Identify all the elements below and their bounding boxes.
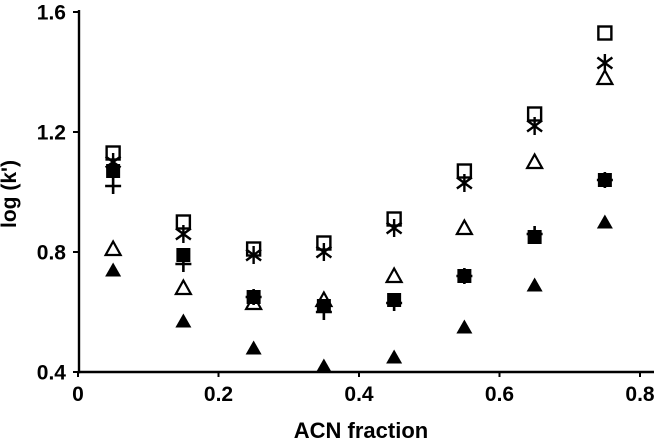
tick-labels: 0.4 0.8 1.2 1.6 0 0.2 0.4 0.6 0.8 bbox=[37, 2, 655, 407]
data-point-open-triangle bbox=[455, 218, 474, 236]
data-point-filled-triangle bbox=[526, 277, 543, 292]
data-point-open-triangle bbox=[384, 266, 404, 284]
y-tick-label: 1.2 bbox=[37, 122, 66, 145]
x-tick-label: 0.8 bbox=[625, 383, 655, 406]
data-point-filled-square bbox=[176, 248, 191, 262]
data-point-filled-triangle bbox=[175, 313, 192, 328]
data-points bbox=[103, 25, 615, 373]
x-tick-label: 0 bbox=[72, 383, 84, 406]
y-tick-label: 1.6 bbox=[37, 2, 66, 25]
data-point-asterisk bbox=[315, 243, 333, 261]
data-point-asterisk bbox=[245, 246, 262, 264]
x-axis-title: ACN fraction bbox=[294, 418, 428, 443]
axes bbox=[73, 10, 654, 377]
x-tick-label: 0.2 bbox=[204, 383, 233, 406]
data-point-plus bbox=[105, 178, 122, 194]
data-point-filled-square bbox=[246, 290, 261, 304]
data-point-filled-triangle bbox=[386, 349, 403, 364]
data-point-filled-square bbox=[106, 164, 121, 178]
data-point-asterisk bbox=[456, 174, 473, 192]
data-point-open-triangle bbox=[103, 239, 123, 257]
data-point-open-triangle bbox=[525, 152, 544, 170]
data-point-filled-square bbox=[387, 293, 402, 307]
data-point-asterisk bbox=[385, 219, 403, 237]
data-point-filled-square bbox=[316, 299, 331, 313]
data-point-asterisk bbox=[526, 117, 543, 135]
data-point-open-triangle bbox=[174, 278, 193, 296]
data-point-filled-triangle bbox=[596, 214, 613, 229]
data-point-filled-square bbox=[527, 230, 542, 244]
data-point-filled-triangle bbox=[456, 319, 473, 334]
data-point-open-triangle bbox=[595, 68, 615, 86]
y-tick-label: 0.8 bbox=[37, 242, 67, 265]
y-tick-label: 0.4 bbox=[37, 362, 67, 385]
x-tick-label: 0.4 bbox=[344, 383, 374, 406]
data-point-filled-square bbox=[457, 269, 472, 283]
data-point-asterisk bbox=[175, 225, 192, 243]
data-point-filled-square bbox=[597, 173, 612, 187]
x-tick-label: 0.6 bbox=[485, 383, 514, 406]
data-point-filled-triangle bbox=[315, 358, 332, 373]
data-point-filled-triangle bbox=[245, 340, 262, 355]
y-axis-title: log (k') bbox=[0, 160, 21, 228]
data-point-asterisk bbox=[596, 54, 614, 72]
data-point-filled-triangle bbox=[105, 262, 122, 277]
data-point-open-square bbox=[597, 25, 613, 41]
